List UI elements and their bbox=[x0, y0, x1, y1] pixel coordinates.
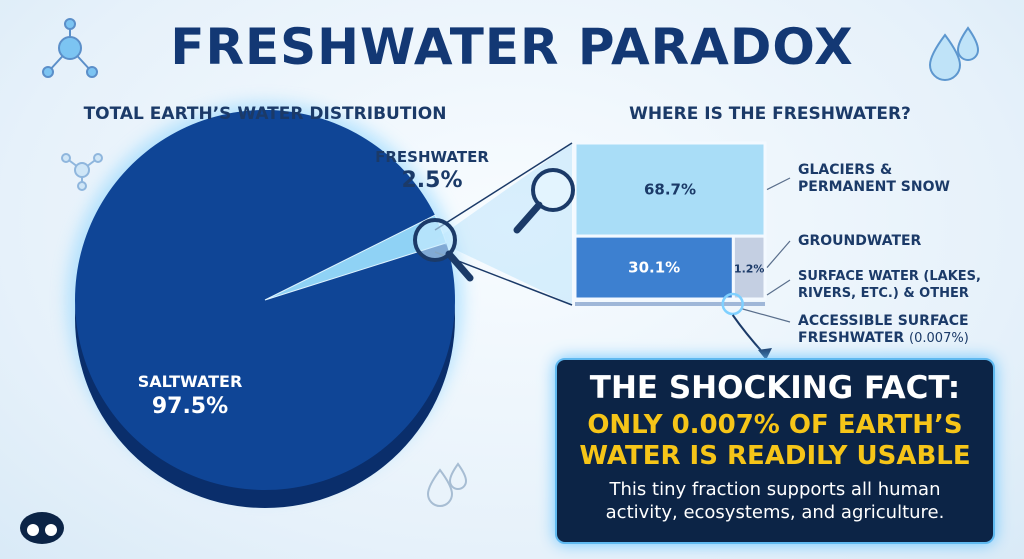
molecule-icon bbox=[61, 153, 103, 191]
magnifier bbox=[513, 168, 575, 234]
pie-title: TOTAL EARTH’S WATER DISTRIBUTION bbox=[83, 104, 447, 124]
treemap-title: WHERE IS THE FRESHWATER? bbox=[629, 104, 911, 124]
treemap-cell bbox=[731, 234, 767, 301]
cell-value-label: 1.2% bbox=[734, 263, 765, 276]
annotation-value-label: (0.007%) bbox=[909, 331, 969, 346]
category-label: SURFACE WATER (LAKES, RIVERS, ETC.) & OT… bbox=[798, 269, 981, 301]
page-title: FRESHWATER PARADOX bbox=[170, 18, 854, 76]
callout-body: This tiny fraction supports all human ac… bbox=[605, 479, 945, 523]
category-label: GROUNDWATER bbox=[798, 233, 922, 249]
cell-value-label: 30.1% bbox=[628, 259, 680, 277]
highlight-ring bbox=[721, 292, 744, 316]
pie bbox=[74, 109, 455, 490]
callout-heading: THE SHOCKING FACT: bbox=[589, 370, 961, 406]
connector bbox=[766, 279, 791, 296]
slice-label: SALTWATER bbox=[137, 372, 243, 391]
pointer-arrow bbox=[731, 314, 766, 356]
slice-value-label: 2.5% bbox=[401, 168, 463, 193]
cell-value-label: 68.7% bbox=[644, 181, 696, 199]
arrow-head bbox=[758, 348, 772, 360]
logo bbox=[20, 512, 64, 544]
zoom-line bbox=[434, 142, 573, 231]
callout: THE SHOCKING FACT: ONLY 0.007% OF EARTH’… bbox=[555, 358, 995, 544]
annotation-strip bbox=[575, 302, 765, 306]
treemap: 68.7% 30.1% 1.2% bbox=[573, 141, 791, 360]
drop-icon bbox=[426, 462, 468, 507]
connector bbox=[766, 177, 791, 191]
callout-highlight: ONLY 0.007% OF EARTH’S WATER IS READILY … bbox=[579, 410, 971, 471]
connector bbox=[742, 308, 791, 323]
category-label: GLACIERS & PERMANENT SNOW bbox=[798, 162, 950, 195]
drop-icon bbox=[928, 26, 980, 81]
annotation: ACCESSIBLE SURFACE FRESHWATER (0.007%) bbox=[798, 313, 998, 347]
molecule-icon bbox=[42, 18, 98, 78]
slice-value-label: 97.5% bbox=[151, 394, 229, 419]
magnifier bbox=[413, 218, 474, 282]
annotation-label: ACCESSIBLE SURFACE FRESHWATER bbox=[798, 313, 969, 346]
connector bbox=[766, 240, 791, 268]
treemap-cell bbox=[573, 234, 735, 301]
slice-label: FRESHWATER bbox=[375, 148, 489, 166]
